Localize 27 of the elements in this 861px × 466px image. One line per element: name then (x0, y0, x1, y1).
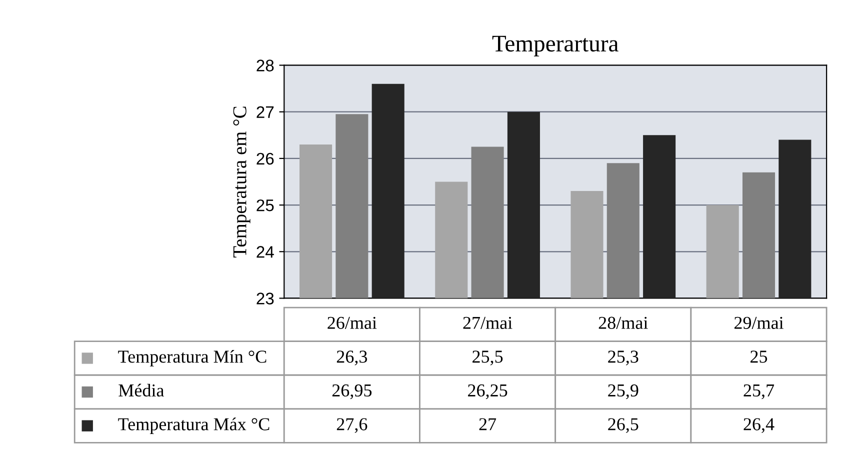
data-label: 26,95 (332, 384, 372, 400)
y-tick-label: 27 (256, 106, 274, 118)
x-tick-label: 26/mai (328, 316, 377, 329)
legend-label: Média (118, 384, 164, 397)
y-tick-label: 23 (256, 292, 274, 304)
chart-title: Temperartura (492, 36, 618, 56)
y-tick-label: 25 (256, 199, 274, 212)
y-tick-label: 26 (256, 152, 274, 165)
legend-label: Temperatura Mín °C (118, 350, 266, 366)
data-label: 26,25 (468, 384, 508, 400)
y-tick-label: 24 (256, 246, 274, 258)
data-label: 27 (479, 418, 496, 430)
data-label: 26,5 (608, 418, 638, 433)
data-label: 27,6 (336, 418, 368, 433)
x-tick-label: 28/mai (598, 316, 648, 329)
data-label: 25,3 (608, 350, 638, 366)
data-label: 26,4 (744, 418, 774, 433)
data-label: 25,9 (608, 384, 638, 400)
data-label: 25,5 (472, 350, 503, 366)
y-axis-title: Temperatura em °C (233, 106, 250, 258)
legend-label: Temperatura Máx °C (118, 418, 270, 434)
data-label: 25,7 (744, 384, 774, 400)
data-label: 26,3 (336, 350, 368, 366)
y-tick-label: 28 (256, 60, 274, 72)
data-label: 25 (750, 350, 768, 363)
x-tick-label: 27/mai (463, 316, 512, 329)
x-tick-label: 29/mai (734, 316, 784, 329)
